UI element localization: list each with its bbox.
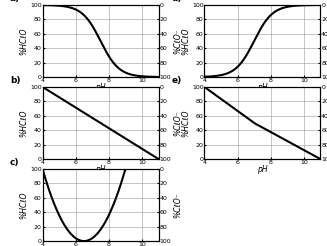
Text: a): a) bbox=[10, 0, 20, 3]
Y-axis label: %CℓO⁻: %CℓO⁻ bbox=[173, 192, 182, 218]
Y-axis label: %CℓO⁻: %CℓO⁻ bbox=[173, 110, 182, 136]
Y-axis label: %HCℓO: %HCℓO bbox=[20, 109, 29, 137]
Y-axis label: %CℓO⁻: %CℓO⁻ bbox=[173, 28, 182, 54]
Y-axis label: %HCℓO: %HCℓO bbox=[182, 109, 191, 137]
Text: d): d) bbox=[172, 0, 182, 3]
X-axis label: pH: pH bbox=[257, 166, 268, 174]
Text: b): b) bbox=[10, 77, 21, 85]
Y-axis label: %HCℓO: %HCℓO bbox=[20, 191, 29, 219]
Y-axis label: %HCℓO: %HCℓO bbox=[20, 27, 29, 55]
Text: e): e) bbox=[172, 77, 182, 85]
X-axis label: pH: pH bbox=[257, 83, 268, 92]
X-axis label: pH: pH bbox=[95, 166, 106, 174]
Text: c): c) bbox=[10, 158, 20, 168]
X-axis label: pH: pH bbox=[95, 83, 106, 92]
Y-axis label: %HCℓO: %HCℓO bbox=[182, 27, 191, 55]
